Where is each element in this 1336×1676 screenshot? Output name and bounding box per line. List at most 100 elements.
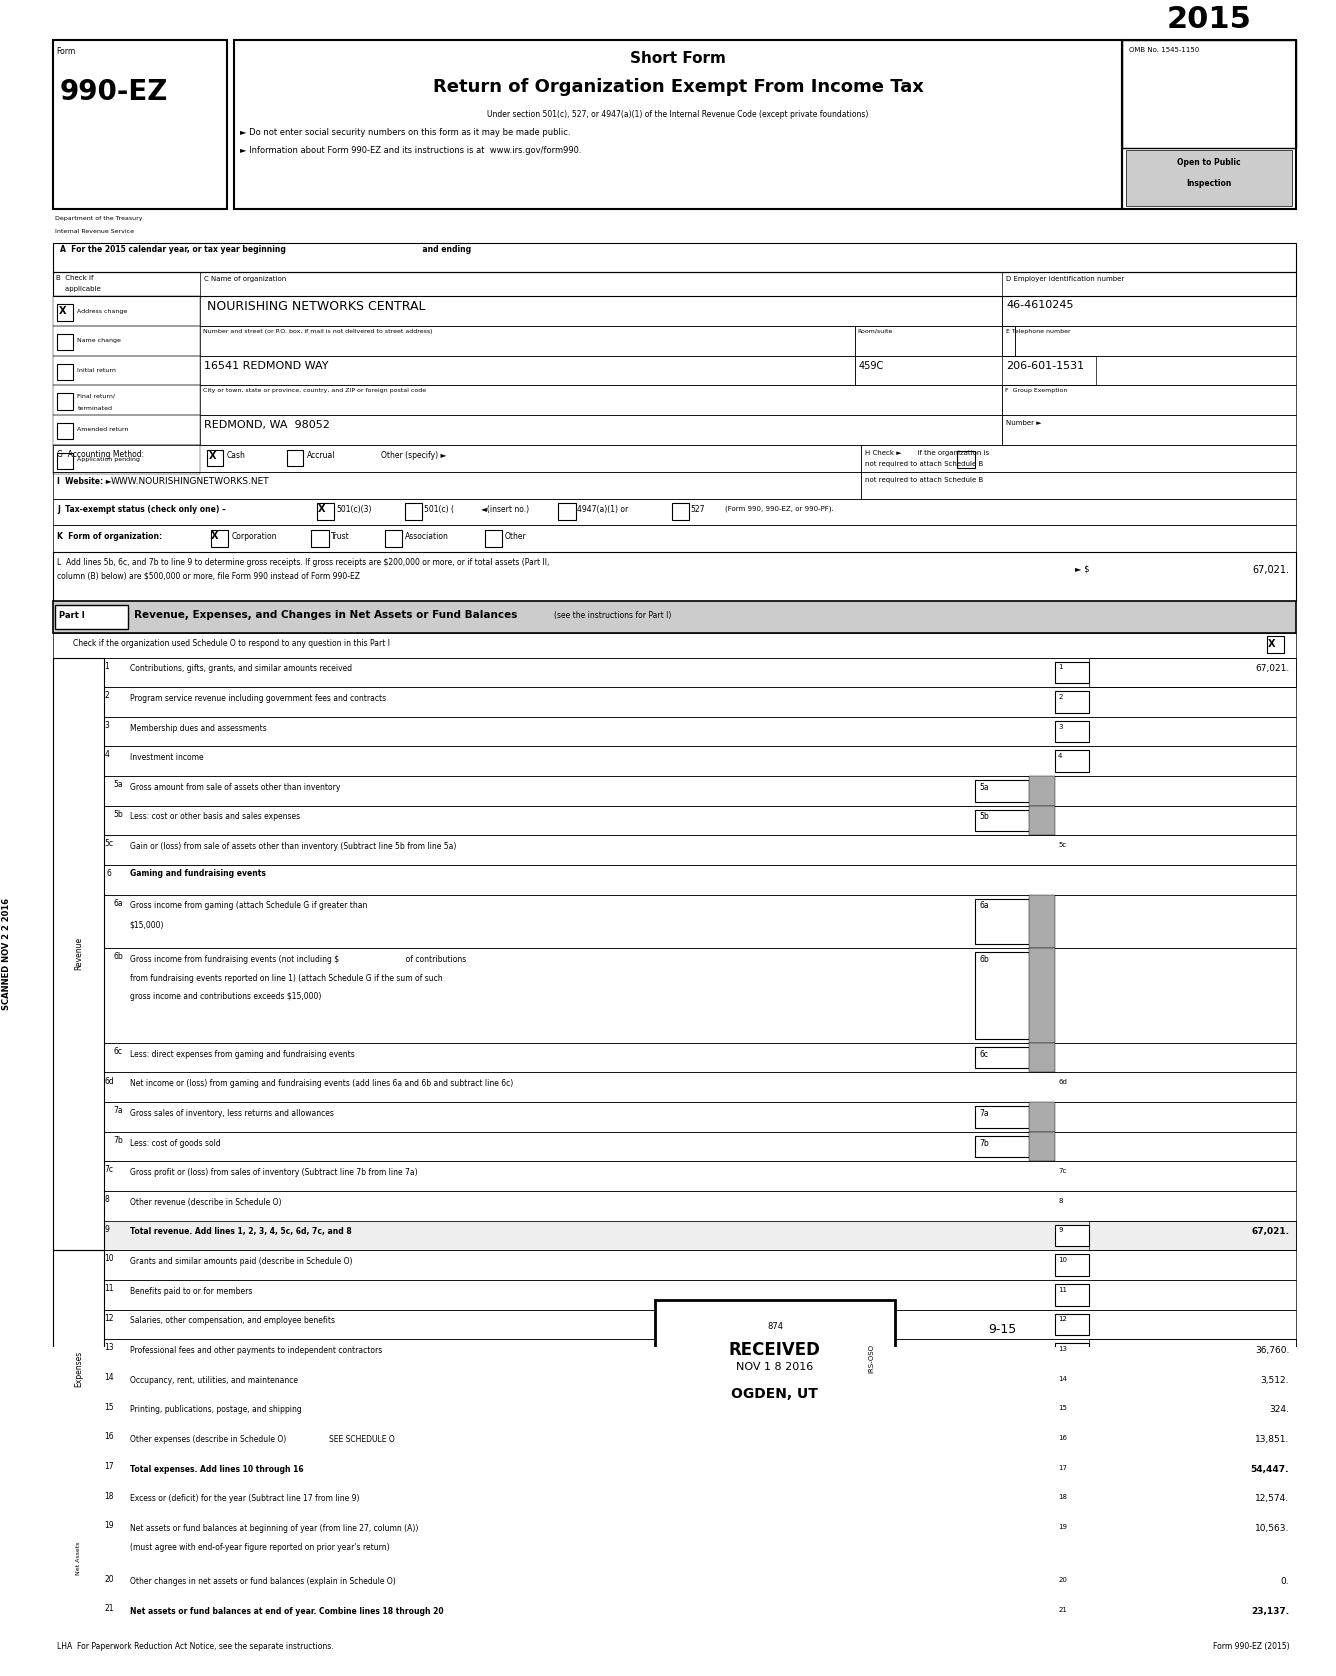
Text: WWW.NOURISHINGNETWORKS.NET: WWW.NOURISHINGNETWORKS.NET <box>111 478 270 486</box>
Text: L  Add lines 5b, 6c, and 7b to line 9 to determine gross receipts. If gross rece: L Add lines 5b, 6c, and 7b to line 9 to … <box>57 558 550 566</box>
Bar <box>200 416 1002 444</box>
Bar <box>317 503 334 520</box>
Text: 54,447.: 54,447. <box>1250 1465 1289 1473</box>
Bar <box>1055 1433 1089 1453</box>
Bar <box>1002 297 1296 327</box>
Text: 19: 19 <box>104 1522 114 1530</box>
Bar <box>1029 895 1055 949</box>
Text: 15: 15 <box>104 1403 114 1411</box>
Bar <box>1089 1458 1296 1488</box>
Text: Check if the organization used Schedule O to respond to any question in this Par: Check if the organization used Schedule … <box>73 639 390 647</box>
Text: not required to attach Schedule B: not required to attach Schedule B <box>866 478 983 483</box>
Bar <box>1029 806 1055 835</box>
Text: 17: 17 <box>1058 1465 1067 1470</box>
Text: 874: 874 <box>767 1322 783 1331</box>
Bar <box>1055 1461 1089 1483</box>
Bar <box>53 553 1296 602</box>
Bar <box>975 779 1029 801</box>
Bar <box>104 1458 1296 1488</box>
Text: Excess or (deficit) for the year (Subtract line 17 from line 9): Excess or (deficit) for the year (Subtra… <box>130 1495 359 1503</box>
Text: Other expenses (describe in Schedule O)                  SEE SCHEDULE O: Other expenses (describe in Schedule O) … <box>130 1435 394 1445</box>
Text: 6c: 6c <box>979 1049 989 1059</box>
Bar <box>104 835 1296 865</box>
Text: Trust: Trust <box>331 533 350 541</box>
Bar <box>55 605 128 628</box>
Bar <box>485 530 502 546</box>
Text: Name change: Name change <box>77 339 122 344</box>
Bar <box>104 1220 1296 1250</box>
Text: Amended return: Amended return <box>77 427 130 432</box>
Text: Gaming and fundraising events: Gaming and fundraising events <box>130 870 266 878</box>
Text: Open to Public: Open to Public <box>1177 158 1241 166</box>
Text: 9: 9 <box>1058 1227 1062 1234</box>
Bar <box>1055 1373 1089 1394</box>
Text: IRS-OSO: IRS-OSO <box>868 1344 874 1373</box>
Text: 5a: 5a <box>979 783 989 791</box>
Text: B  Check if: B Check if <box>56 275 94 282</box>
Bar <box>104 1250 1296 1280</box>
Bar <box>53 355 200 385</box>
Bar <box>1002 416 1296 444</box>
Text: 527: 527 <box>691 504 705 515</box>
Text: Grants and similar amounts paid (describe in Schedule O): Grants and similar amounts paid (describ… <box>130 1257 353 1265</box>
Text: 6a: 6a <box>114 898 123 908</box>
Text: NOURISHING NETWORKS CENTRAL: NOURISHING NETWORKS CENTRAL <box>207 300 426 313</box>
Text: Initial return: Initial return <box>77 369 116 374</box>
Text: J  Tax-exempt status (check only one) –: J Tax-exempt status (check only one) – <box>57 504 226 515</box>
Text: 6d: 6d <box>1058 1079 1067 1086</box>
Text: D Employer identification number: D Employer identification number <box>1006 277 1125 282</box>
Bar <box>53 297 200 327</box>
Bar <box>53 526 1296 553</box>
Bar <box>53 385 200 416</box>
Bar <box>287 451 303 466</box>
Text: 5c: 5c <box>104 840 114 848</box>
Text: from fundraising events reported on line 1) (attach Schedule G if the sum of suc: from fundraising events reported on line… <box>130 974 442 982</box>
Text: OGDEN, UT: OGDEN, UT <box>731 1386 819 1401</box>
Bar <box>104 1042 1296 1073</box>
Bar <box>558 503 576 520</box>
Text: 0.: 0. <box>1281 1577 1289 1585</box>
Text: Occupancy, rent, utilities, and maintenance: Occupancy, rent, utilities, and maintena… <box>130 1376 298 1384</box>
Bar <box>311 530 329 546</box>
Bar <box>53 471 860 498</box>
Text: Net assets or fund balances at end of year. Combine lines 18 through 20: Net assets or fund balances at end of ye… <box>130 1607 444 1616</box>
Text: Net assets or fund balances at beginning of year (from line 27, column (A)): Net assets or fund balances at beginning… <box>130 1523 418 1534</box>
Bar <box>975 1106 1029 1128</box>
Bar <box>1089 1601 1296 1629</box>
Text: Benefits paid to or for members: Benefits paid to or for members <box>130 1287 253 1296</box>
Bar <box>53 327 200 355</box>
Text: Total revenue. Add lines 1, 2, 3, 4, 5c, 6d, 7c, and 8: Total revenue. Add lines 1, 2, 3, 4, 5c,… <box>130 1227 351 1237</box>
Bar <box>860 444 1296 471</box>
Text: 10,563.: 10,563. <box>1255 1523 1289 1534</box>
Bar <box>1002 385 1296 416</box>
Bar <box>200 297 1002 327</box>
Text: 67,021.: 67,021. <box>1252 565 1289 575</box>
Text: 4: 4 <box>104 751 110 759</box>
Text: 16: 16 <box>1058 1435 1067 1441</box>
Bar <box>53 498 1296 526</box>
Bar <box>1089 1339 1296 1369</box>
Text: H Check ►       if the organization is: H Check ► if the organization is <box>866 451 990 456</box>
Text: 9: 9 <box>104 1225 110 1234</box>
Text: REDMOND, WA  98052: REDMOND, WA 98052 <box>204 421 330 431</box>
Text: Number and street (or P.O. box, if mail is not delivered to street address): Number and street (or P.O. box, if mail … <box>203 328 433 334</box>
Text: City or town, state or province, country, and ZIP or foreign postal code: City or town, state or province, country… <box>203 389 426 394</box>
Bar <box>53 1636 1296 1661</box>
Bar <box>1002 272 1296 297</box>
Bar <box>200 355 855 385</box>
Text: 2: 2 <box>104 691 110 701</box>
Text: Contributions, gifts, grants, and similar amounts received: Contributions, gifts, grants, and simila… <box>130 664 351 674</box>
Text: 18: 18 <box>1058 1495 1067 1500</box>
Bar <box>57 453 73 469</box>
Text: 6b: 6b <box>979 955 989 964</box>
Text: 8: 8 <box>1058 1198 1062 1203</box>
Bar <box>672 503 689 520</box>
Text: Room/suite: Room/suite <box>858 328 892 334</box>
Bar <box>655 1301 895 1415</box>
Text: 21: 21 <box>1058 1607 1067 1612</box>
Bar <box>975 1048 1029 1068</box>
Bar <box>104 1369 1296 1398</box>
Text: X: X <box>318 504 326 515</box>
Text: Form: Form <box>56 47 75 57</box>
Text: X: X <box>211 531 219 541</box>
